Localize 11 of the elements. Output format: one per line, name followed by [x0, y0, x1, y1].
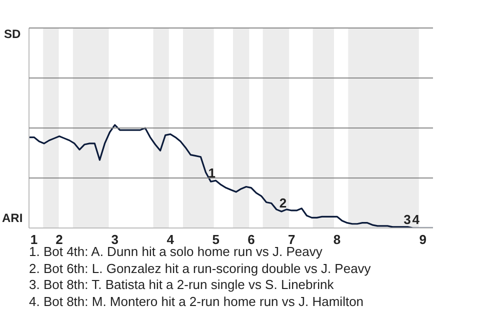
x-tick-label: 8	[333, 232, 341, 248]
annotation: 3	[404, 212, 411, 227]
text: ARI	[2, 211, 23, 225]
x-tick-label: 9	[419, 232, 427, 248]
annotation: 2	[279, 196, 287, 211]
text: SD	[4, 27, 21, 41]
text: 2. Bot 6th: L. Gonzalez hit a run-scoring double vs J. Peavy	[29, 260, 371, 277]
text: 3. Bot 8th: T. Batista hit a 2-run single vs S. Linebrink	[29, 277, 335, 294]
annotation: 1	[208, 166, 216, 181]
annotation: 4	[412, 212, 420, 227]
text: 4. Bot 8th: M. Montero hit a 2-run home run vs J. Hamilton	[29, 294, 365, 310]
